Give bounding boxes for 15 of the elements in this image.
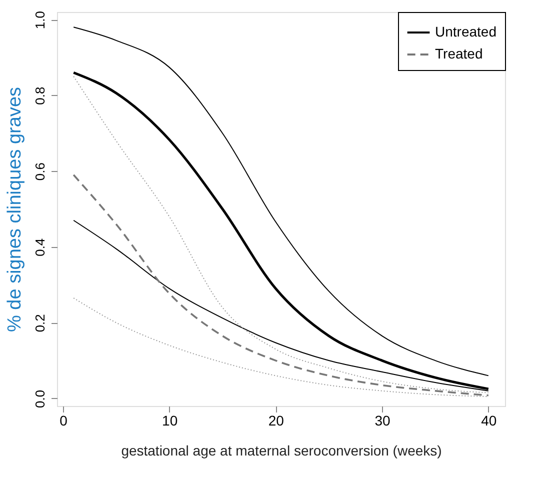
legend-label: Treated bbox=[435, 46, 483, 62]
y-tick-label: 0.2 bbox=[32, 314, 48, 332]
x-axis-title: gestational age at maternal seroconversion (weeks) bbox=[121, 442, 442, 458]
y-tick-label: 0.8 bbox=[32, 86, 48, 105]
y-tick-label: 0.0 bbox=[32, 390, 48, 408]
y-axis-title: % de signes cliniques graves bbox=[4, 86, 26, 332]
legend-label: Untreated bbox=[435, 24, 496, 40]
x-tick-label: 10 bbox=[162, 412, 178, 428]
x-tick-label: 20 bbox=[268, 412, 284, 428]
y-tick-label: 1.0 bbox=[32, 11, 48, 30]
x-tick-label: 0 bbox=[60, 412, 68, 428]
x-tick-label: 40 bbox=[481, 412, 497, 428]
x-tick-label: 30 bbox=[374, 412, 391, 428]
y-tick-label: 0.4 bbox=[32, 238, 48, 256]
y-tick-label: 0.6 bbox=[32, 162, 48, 181]
